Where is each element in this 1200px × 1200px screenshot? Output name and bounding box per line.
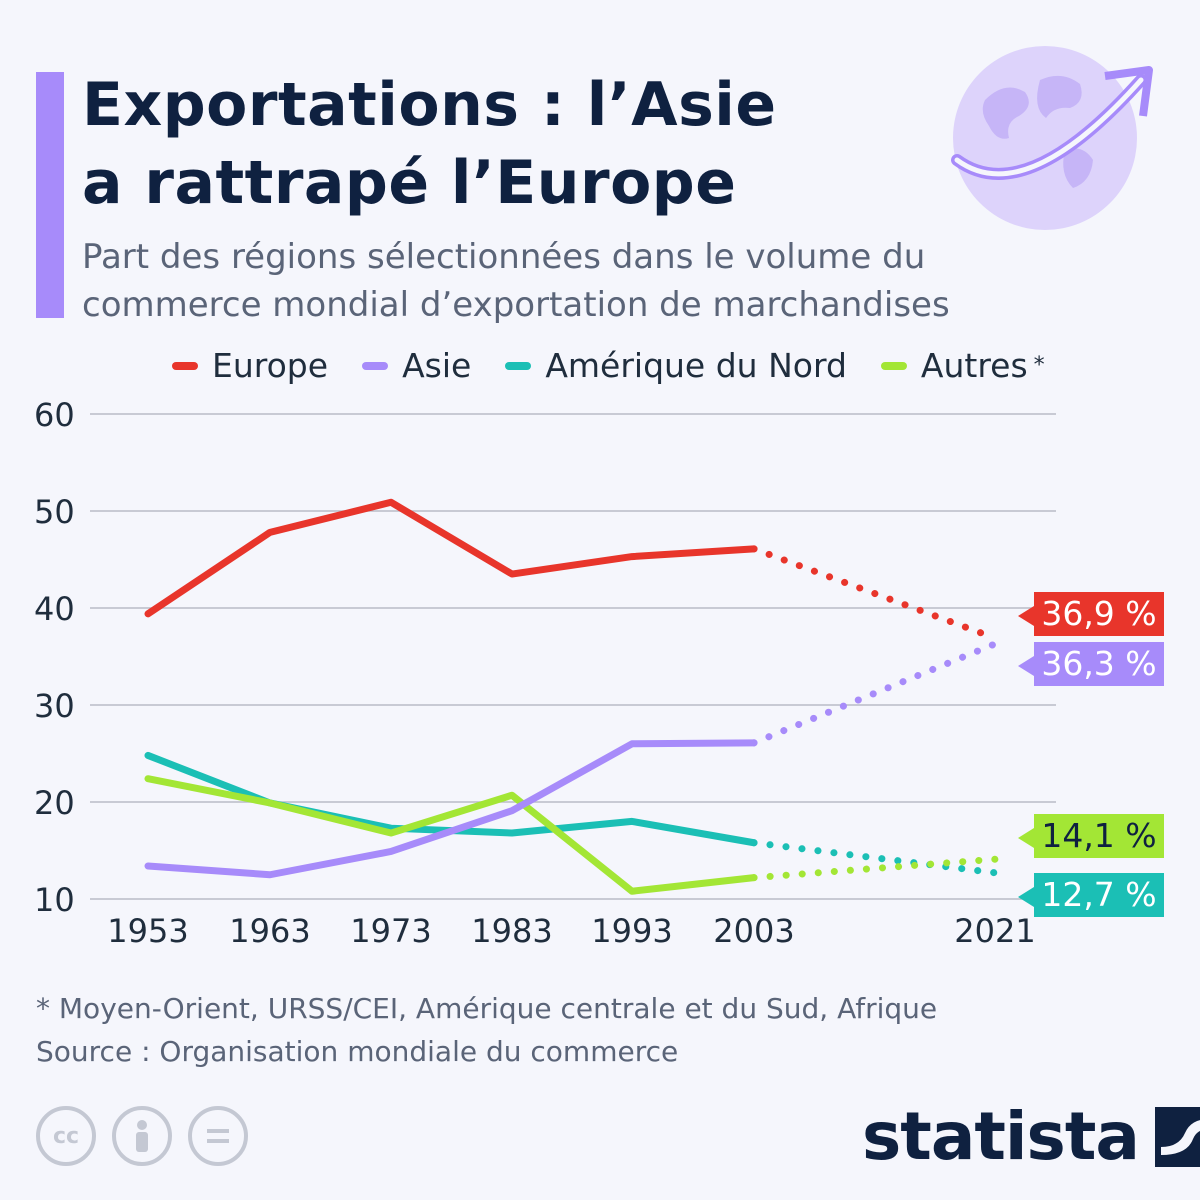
legend-swatch-autres [880, 361, 907, 370]
subtitle-line-1: Part des régions sélectionnées dans le v… [82, 237, 926, 277]
legend-item-asie: Asie [362, 346, 471, 385]
legend-item-europe: Europe [172, 346, 328, 385]
x-tick-label: 1953 [107, 912, 188, 950]
subtitle: Part des régions sélectionnées dans le v… [82, 233, 1042, 329]
end-value-label-autres: 14,1 % [1018, 814, 1164, 858]
end-value-label-europe: 36,9 % [1018, 592, 1164, 636]
legend-swatch-amerique-du-nord [505, 361, 532, 370]
x-tick-label: 1963 [229, 912, 310, 950]
series-line-europe [144, 498, 758, 618]
x-tick-label: 2021 [954, 912, 1035, 950]
end-value-label-asie: 36,3 % [1018, 642, 1164, 686]
y-tick-label: 10 [34, 881, 75, 919]
legend-label-autres: Autres [920, 346, 1028, 385]
y-tick-label: 20 [34, 784, 75, 822]
title-line-1: Exportations : l’Asie [82, 70, 777, 140]
x-tick-label: 1983 [471, 912, 552, 950]
y-tick-label: 30 [34, 687, 75, 725]
accent-bar [36, 72, 64, 318]
brand-logo[interactable]: statista [862, 1098, 1200, 1175]
series-projection-europe [750, 545, 999, 642]
series-projection-amerique-du-nord [750, 839, 999, 877]
cc-icon[interactable]: cc [36, 1106, 96, 1166]
x-tick-label: 1973 [350, 912, 431, 950]
x-tick-label: 1993 [591, 912, 672, 950]
x-tick-label: 2003 [713, 912, 794, 950]
attribution-icon[interactable] [112, 1106, 172, 1166]
legend-label-europe: Europe [212, 346, 329, 385]
y-tick-label: 60 [34, 396, 75, 434]
legend-label-asie: Asie [402, 346, 472, 385]
series-line-autres [144, 775, 758, 895]
legend-label-amerique-du-nord: Amérique du Nord [545, 346, 847, 385]
brand-name: statista [862, 1098, 1140, 1175]
chart-legend: Europe Asie Amérique du Nord Autres * [172, 346, 1079, 385]
end-value-label-amerique-du-nord: 12,7 % [1018, 873, 1164, 917]
legend-item-autres: Autres * [880, 346, 1045, 385]
y-tick-label: 50 [34, 493, 75, 531]
license-icons: cc [36, 1106, 264, 1166]
series-line-asie [144, 739, 758, 879]
legend-swatch-europe [172, 361, 198, 370]
statista-mark-icon [1154, 1106, 1200, 1167]
globe-arrow-icon [951, 46, 1153, 230]
no-derivatives-icon[interactable] [188, 1106, 248, 1166]
series-projection-asie [750, 640, 999, 747]
legend-footnote-marker: * [1033, 353, 1045, 378]
page-title: Exportations : l’Asie a rattrapé l’Europ… [82, 66, 942, 222]
legend-item-amerique-du-nord: Amérique du Nord [505, 346, 847, 385]
source-note: Source : Organisation mondiale du commer… [36, 1035, 679, 1068]
y-tick-label: 40 [34, 590, 75, 628]
legend-swatch-asie [362, 361, 389, 370]
subtitle-line-2: commerce mondial d’exportation de marcha… [82, 285, 950, 325]
footnote: * Moyen-Orient, URSS/CEI, Amérique centr… [36, 992, 938, 1025]
title-line-2: a rattrapé l’Europe [82, 148, 737, 218]
